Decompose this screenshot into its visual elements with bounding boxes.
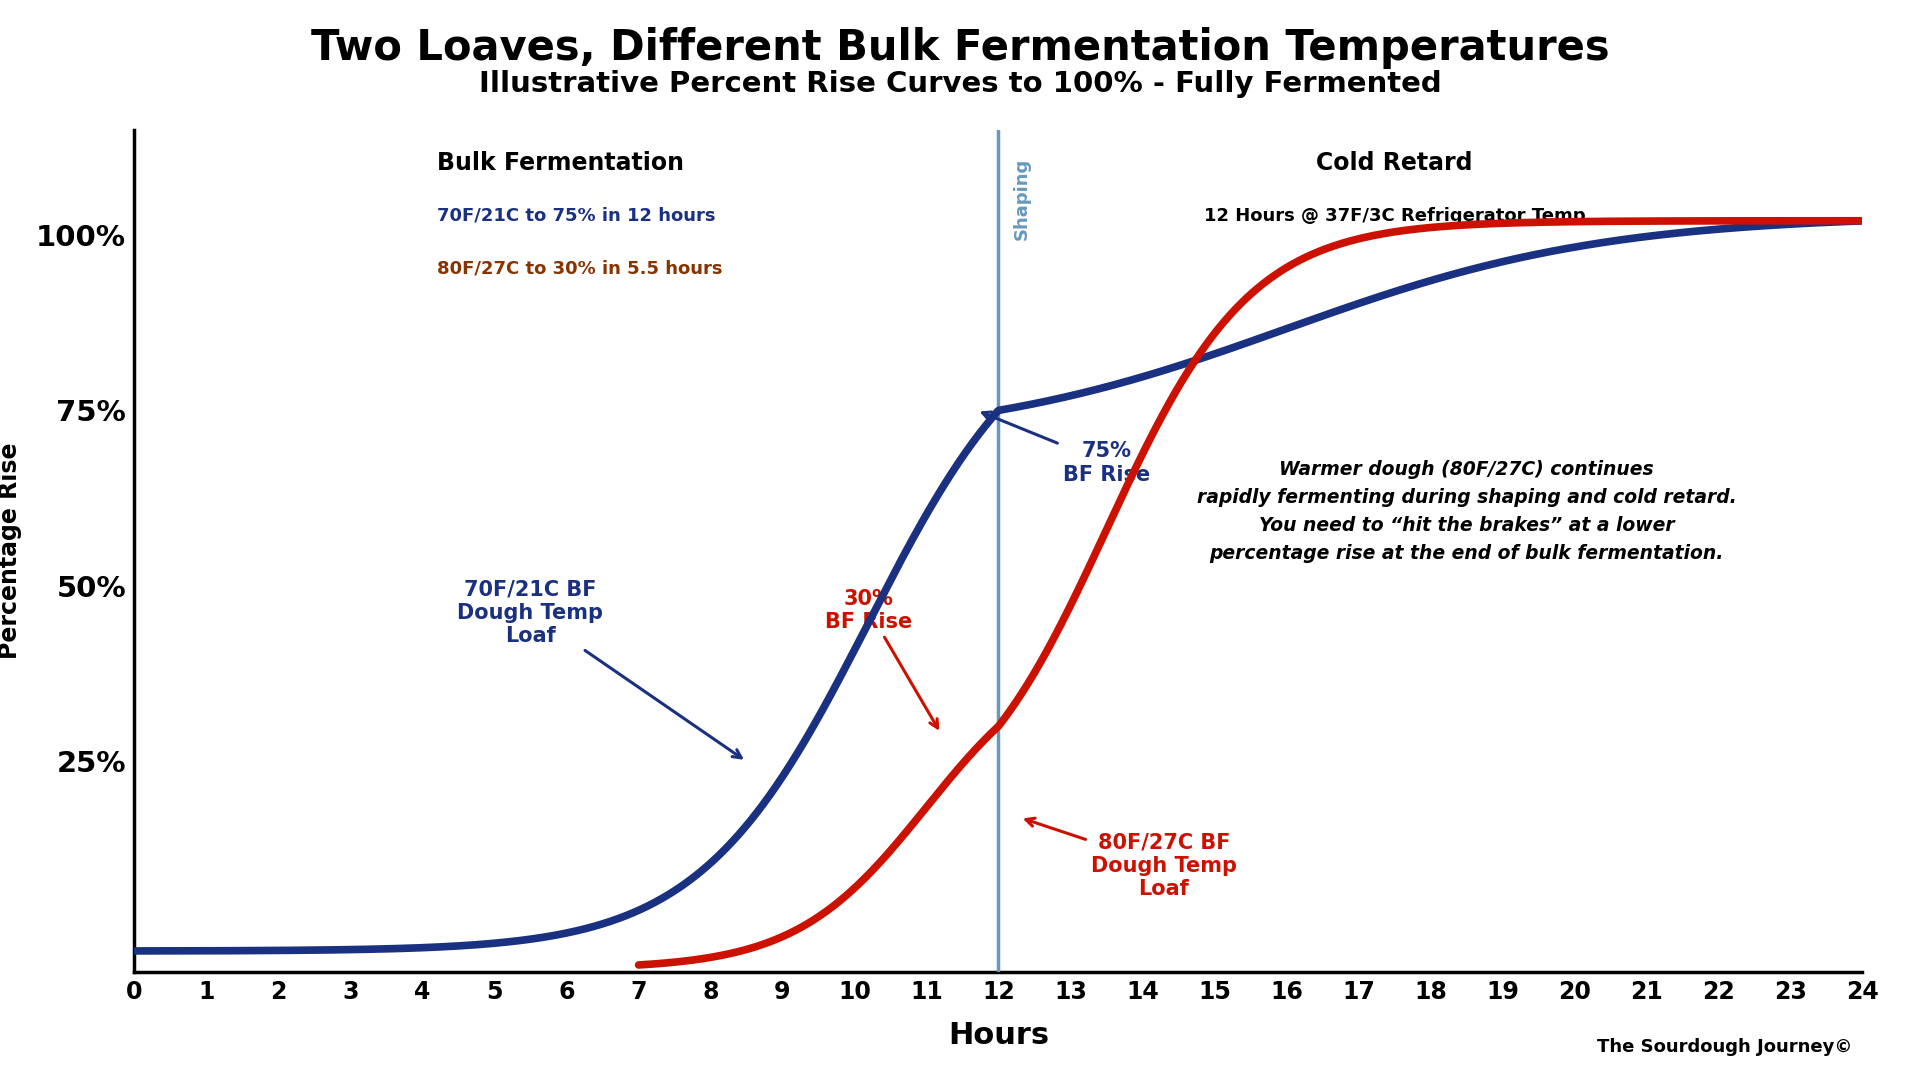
Text: Illustrative Percent Rise Curves to 100% - Fully Fermented: Illustrative Percent Rise Curves to 100%…: [478, 70, 1442, 98]
Text: Shaping: Shaping: [1012, 158, 1031, 240]
X-axis label: Hours: Hours: [948, 1021, 1048, 1050]
Text: 75%
BF Rise: 75% BF Rise: [983, 411, 1150, 485]
Text: 70F/21C BF
Dough Temp
Loaf: 70F/21C BF Dough Temp Loaf: [457, 580, 741, 758]
Text: 80F/27C to 30% in 5.5 hours: 80F/27C to 30% in 5.5 hours: [436, 259, 722, 278]
Text: Two Loaves, Different Bulk Fermentation Temperatures: Two Loaves, Different Bulk Fermentation …: [311, 27, 1609, 69]
Text: 12 Hours @ 37F/3C Refrigerator Temp: 12 Hours @ 37F/3C Refrigerator Temp: [1204, 207, 1586, 225]
Y-axis label: Percentage Rise: Percentage Rise: [0, 443, 23, 659]
Text: 30%
BF Rise: 30% BF Rise: [826, 589, 937, 728]
Text: 80F/27C BF
Dough Temp
Loaf: 80F/27C BF Dough Temp Loaf: [1025, 819, 1236, 899]
Text: Warmer dough (80F/27C) continues
rapidly fermenting during shaping and cold reta: Warmer dough (80F/27C) continues rapidly…: [1196, 460, 1736, 563]
Text: 70F/21C to 75% in 12 hours: 70F/21C to 75% in 12 hours: [436, 207, 716, 225]
Text: Bulk Fermentation: Bulk Fermentation: [436, 151, 684, 175]
Text: Cold Retard: Cold Retard: [1315, 151, 1473, 175]
Text: The Sourdough Journey©: The Sourdough Journey©: [1597, 1038, 1853, 1056]
